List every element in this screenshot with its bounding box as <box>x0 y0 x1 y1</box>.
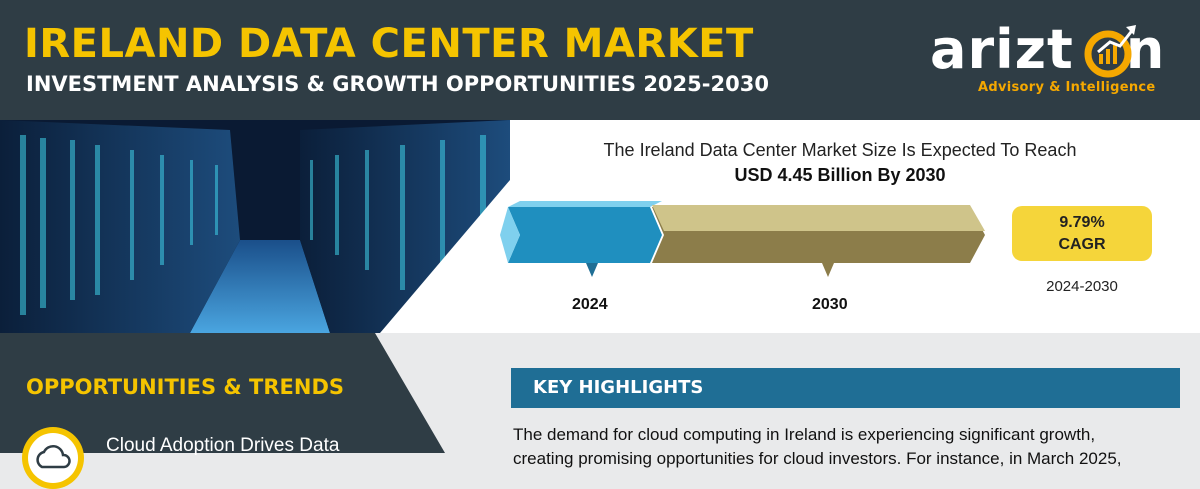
target-arrow-icon <box>1084 25 1136 78</box>
trend-item-cloud-adoption: Cloud Adoption Drives Data <box>106 435 340 456</box>
market-size-value: USD 4.45 Billion By 2030 <box>734 165 946 185</box>
growth-bars-graphic <box>500 201 985 277</box>
bar-2024 <box>508 207 662 263</box>
cagr-badge: 9.79% CAGR <box>1012 206 1152 261</box>
cloud-icon <box>36 445 71 469</box>
arizton-logo[interactable]: arizt n Advisory & Intelligence <box>930 18 1180 102</box>
cagr-value: 9.79% <box>1059 214 1105 231</box>
logo-wordmark: arizt n <box>930 18 1166 81</box>
cagr-label: CAGR <box>1058 236 1106 253</box>
key-highlights-header: KEY HIGHLIGHTS <box>511 368 1180 408</box>
server-room-image <box>0 120 510 333</box>
key-highlights-line-2: creating promising opportunities for clo… <box>513 449 1122 468</box>
hero-section: The Ireland Data Center Market Size Is E… <box>0 120 1200 333</box>
key-highlights-text: The demand for cloud computing in Irelan… <box>513 423 1173 471</box>
key-highlights-line-1: The demand for cloud computing in Irelan… <box>513 425 1096 444</box>
key-highlights-title: KEY HIGHLIGHTS <box>533 377 704 398</box>
opportunities-panel-bg <box>0 333 445 453</box>
page-title: IRELAND DATA CENTER MARKET <box>24 21 754 67</box>
opportunities-title: OPPORTUNITIES & TRENDS <box>26 375 344 399</box>
market-statement: The Ireland Data Center Market Size Is E… <box>603 140 1077 160</box>
logo-tagline: Advisory & Intelligence <box>978 80 1156 95</box>
year-label-2030: 2030 <box>812 296 848 313</box>
page-subtitle: INVESTMENT ANALYSIS & GROWTH OPPORTUNITI… <box>26 72 769 96</box>
bottom-section: OPPORTUNITIES & TRENDS Cloud Adoption Dr… <box>0 333 1200 489</box>
header-banner: IRELAND DATA CENTER MARKET INVESTMENT AN… <box>0 0 1200 120</box>
year-label-2024: 2024 <box>572 296 608 313</box>
cloud-icon-badge <box>22 427 84 489</box>
cagr-period: 2024-2030 <box>1046 278 1118 295</box>
